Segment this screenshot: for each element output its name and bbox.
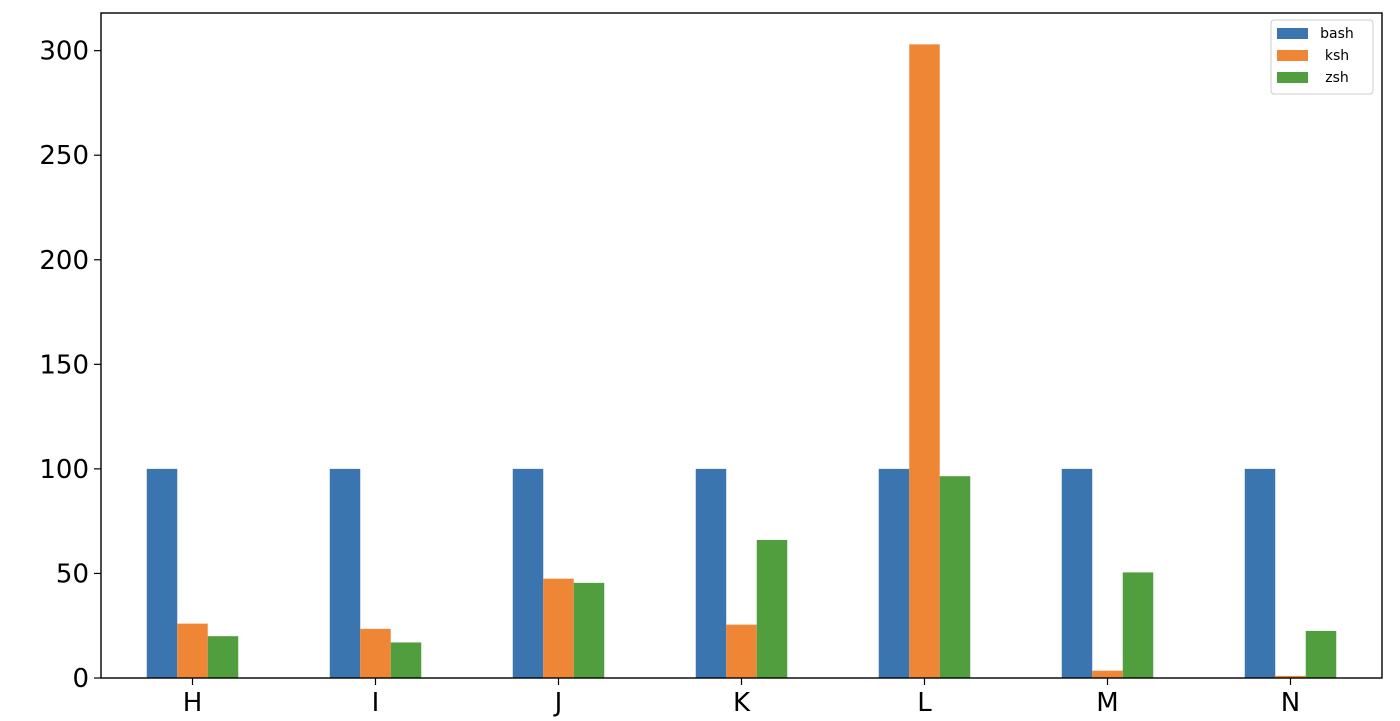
y-tick-label: 50 — [56, 559, 89, 589]
bar-ksh-L — [909, 44, 940, 679]
bar-ksh-I — [360, 628, 391, 678]
y-axis: 0 50 100 150 200 250 300 — [39, 37, 101, 694]
bar-zsh-I — [390, 642, 422, 678]
legend-swatch-ksh — [1277, 50, 1308, 61]
x-tick-label: K — [733, 688, 751, 718]
legend: bash ksh zsh — [1270, 19, 1374, 95]
bar-bash-I — [329, 468, 361, 678]
legend-swatch-zsh — [1277, 72, 1308, 83]
x-tick-label: N — [1281, 688, 1300, 718]
y-tick-label: 150 — [39, 350, 89, 380]
x-axis: H I J K L M N — [183, 678, 1300, 718]
bar-zsh-J — [573, 582, 605, 678]
y-tick-label: 250 — [39, 141, 89, 171]
bar-bash-K — [695, 468, 727, 678]
bar-zsh-N — [1305, 630, 1337, 678]
bar-zsh-M — [1122, 572, 1154, 678]
legend-label-ksh: ksh — [1325, 48, 1349, 64]
x-tick-label: L — [917, 688, 932, 718]
x-tick-label: J — [553, 688, 563, 718]
x-tick-label: M — [1096, 688, 1118, 718]
bar-ksh-K — [726, 624, 757, 678]
bar-bash-N — [1244, 468, 1276, 678]
bar-bash-H — [146, 468, 178, 678]
bar-ksh-H — [177, 623, 208, 678]
bar-bash-M — [1061, 468, 1093, 678]
bar-zsh-K — [756, 539, 788, 678]
legend-label-zsh: zsh — [1325, 70, 1349, 86]
bar-ksh-M — [1092, 670, 1123, 678]
y-tick-label: 200 — [39, 246, 89, 276]
y-tick-label: 100 — [39, 455, 89, 485]
bar-ksh-J — [543, 578, 574, 678]
legend-label-bash: bash — [1320, 26, 1354, 42]
x-tick-label: H — [183, 688, 203, 718]
plot-frame — [100, 12, 1383, 679]
bar-zsh-L — [939, 476, 971, 678]
legend-swatch-bash — [1277, 28, 1308, 39]
bar-bash-L — [878, 468, 910, 678]
y-tick-label: 300 — [39, 37, 89, 67]
x-tick-label: I — [372, 688, 380, 718]
bar-ksh-N — [1275, 675, 1306, 678]
bar-bash-J — [512, 468, 544, 678]
bar-zsh-H — [207, 636, 239, 678]
bars-group — [146, 44, 1337, 679]
y-tick-label: 0 — [72, 664, 89, 694]
